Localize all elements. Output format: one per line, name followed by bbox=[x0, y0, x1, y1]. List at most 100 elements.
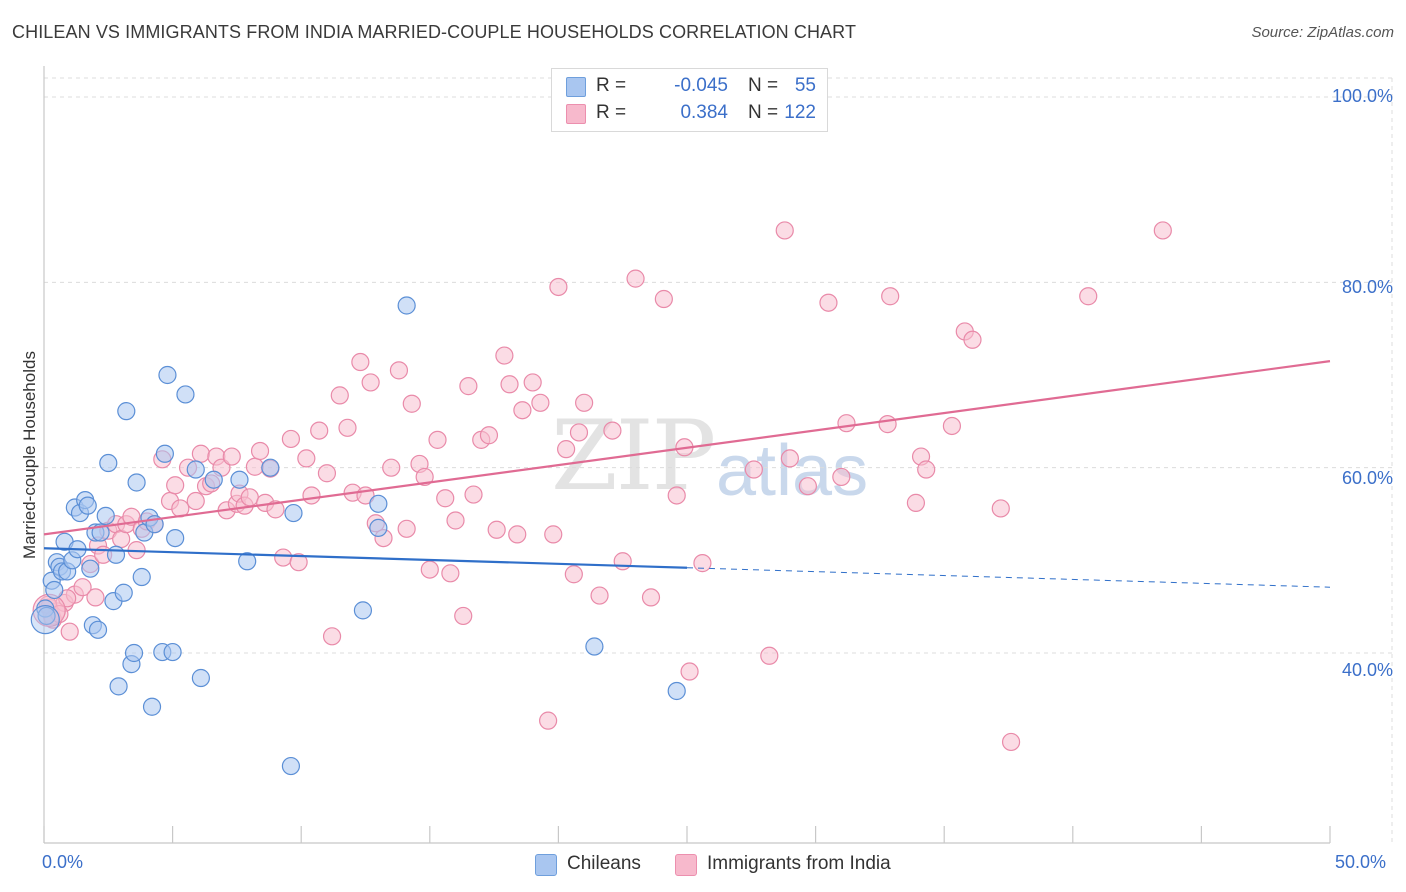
data-point bbox=[155, 444, 174, 463]
data-point bbox=[302, 486, 321, 505]
data-point bbox=[991, 499, 1010, 518]
data-point bbox=[274, 548, 293, 567]
data-point bbox=[397, 296, 416, 315]
data-point bbox=[191, 668, 210, 688]
data-point bbox=[603, 421, 622, 440]
data-point bbox=[166, 528, 185, 548]
data-point bbox=[539, 711, 558, 730]
legend-n-value: 122 bbox=[784, 102, 816, 123]
series-legend: Chileans Immigrants from India bbox=[0, 850, 1406, 880]
data-point bbox=[575, 393, 594, 412]
data-point bbox=[289, 553, 308, 572]
data-point bbox=[420, 560, 439, 579]
data-point bbox=[163, 642, 182, 662]
data-point bbox=[667, 486, 686, 505]
data-point bbox=[487, 520, 506, 539]
data-point bbox=[436, 489, 455, 508]
data-point bbox=[261, 458, 280, 477]
data-point bbox=[641, 588, 661, 607]
axes bbox=[43, 66, 1331, 844]
chart-title: CHILEAN VS IMMIGRANTS FROM INDIA MARRIED… bbox=[12, 22, 857, 42]
data-point bbox=[382, 458, 401, 477]
data-point bbox=[402, 394, 421, 413]
gridlines bbox=[44, 77, 1393, 843]
data-point bbox=[428, 430, 447, 449]
data-point bbox=[250, 441, 270, 461]
data-point bbox=[557, 440, 576, 459]
data-point bbox=[86, 588, 105, 607]
data-point bbox=[693, 554, 712, 573]
data-point bbox=[654, 289, 673, 309]
data-point bbox=[441, 564, 460, 583]
data-point bbox=[1079, 287, 1098, 306]
data-point bbox=[479, 426, 499, 445]
data-point bbox=[500, 375, 519, 394]
legend-swatch-chileans bbox=[535, 854, 557, 876]
legend-label-chileans: Chileans bbox=[567, 853, 641, 874]
x-tick-max: 50.0% bbox=[1335, 852, 1387, 872]
data-point bbox=[132, 567, 151, 587]
data-point bbox=[389, 361, 409, 380]
data-point bbox=[230, 470, 249, 489]
data-point bbox=[238, 552, 257, 571]
correlation-legend: R = -0.045 N = 55 R = 0.384 N = 122 bbox=[551, 68, 828, 132]
data-point bbox=[780, 449, 799, 468]
legend-r-label: R = bbox=[596, 75, 627, 96]
data-point bbox=[73, 578, 92, 597]
data-point bbox=[114, 583, 133, 602]
data-point bbox=[281, 756, 301, 776]
y-tick-40: 40.0% bbox=[1341, 660, 1393, 680]
data-point bbox=[464, 485, 483, 504]
data-point bbox=[191, 444, 210, 463]
data-point bbox=[369, 494, 388, 513]
data-point bbox=[338, 418, 357, 437]
data-point bbox=[446, 511, 465, 530]
data-point bbox=[590, 586, 609, 605]
data-point bbox=[186, 491, 205, 511]
data-point bbox=[176, 385, 195, 404]
data-point bbox=[513, 401, 532, 420]
legend-r-label: R = bbox=[596, 102, 627, 123]
data-point bbox=[99, 453, 118, 473]
data-point bbox=[369, 518, 388, 538]
data-point bbox=[459, 377, 478, 396]
data-point bbox=[124, 643, 144, 663]
data-point bbox=[415, 467, 434, 487]
trend-line-india bbox=[43, 360, 1331, 536]
data-point bbox=[322, 627, 342, 646]
data-point bbox=[310, 421, 329, 440]
data-point bbox=[330, 386, 349, 405]
data-point bbox=[585, 637, 604, 656]
data-point bbox=[1001, 732, 1021, 752]
legend-swatch-india bbox=[675, 854, 697, 876]
legend-r-value: -0.045 bbox=[674, 75, 728, 96]
data-point bbox=[523, 373, 542, 392]
data-point bbox=[81, 559, 100, 578]
data-point bbox=[109, 677, 128, 696]
source-label: Source: ZipAtlas.com bbox=[1251, 24, 1394, 41]
data-point bbox=[166, 476, 185, 495]
y-tick-60: 60.0% bbox=[1341, 468, 1393, 488]
legend-n-label: N = bbox=[748, 75, 779, 96]
data-point bbox=[680, 662, 699, 681]
data-point bbox=[361, 373, 380, 392]
data-point bbox=[245, 457, 265, 476]
data-point bbox=[266, 500, 285, 519]
data-point bbox=[351, 352, 370, 372]
data-point bbox=[127, 473, 146, 492]
data-point bbox=[917, 460, 936, 479]
data-point bbox=[798, 477, 817, 496]
data-point bbox=[881, 287, 900, 306]
legend-n-label: N = bbox=[748, 102, 779, 123]
legend-swatch-india bbox=[566, 104, 586, 124]
data-point bbox=[106, 545, 126, 564]
series-chileans-points bbox=[30, 296, 686, 776]
data-point bbox=[96, 506, 115, 525]
data-point bbox=[186, 460, 205, 479]
data-point bbox=[544, 525, 563, 544]
data-point bbox=[626, 269, 645, 288]
data-point bbox=[508, 525, 527, 544]
data-point bbox=[564, 565, 583, 584]
data-point bbox=[297, 449, 316, 468]
